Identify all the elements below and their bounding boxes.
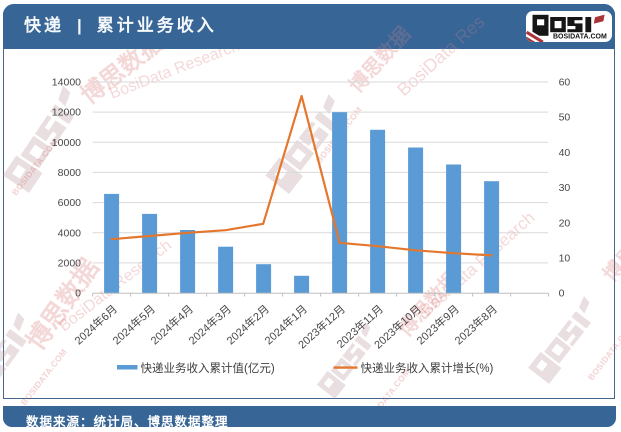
- svg-text:4000: 4000: [58, 227, 82, 239]
- svg-text:60: 60: [559, 77, 571, 89]
- svg-text:快递业务收入累计值(亿元): 快递业务收入累计值(亿元): [141, 361, 275, 375]
- svg-text:20: 20: [559, 217, 571, 229]
- svg-text:40: 40: [559, 147, 571, 159]
- svg-text:50: 50: [559, 112, 571, 124]
- svg-text:10: 10: [559, 253, 571, 265]
- svg-text:0: 0: [559, 288, 565, 300]
- svg-text:BOSIDATA.COM: BOSIDATA.COM: [553, 34, 607, 41]
- svg-text:2000: 2000: [58, 258, 82, 270]
- svg-text:博思数据: 博思数据: [344, 22, 415, 49]
- svg-text:0: 0: [75, 288, 81, 300]
- svg-text:30: 30: [559, 182, 571, 194]
- svg-text:2023年8月: 2023年8月: [452, 302, 500, 348]
- svg-text:8000: 8000: [58, 167, 82, 179]
- svg-text:6000: 6000: [58, 197, 82, 209]
- svg-text:14000: 14000: [52, 77, 81, 89]
- svg-text:快递业务收入累计增长(%): 快递业务收入累计增长(%): [361, 361, 494, 375]
- svg-text:12000: 12000: [52, 107, 81, 119]
- svg-text:10000: 10000: [52, 137, 81, 149]
